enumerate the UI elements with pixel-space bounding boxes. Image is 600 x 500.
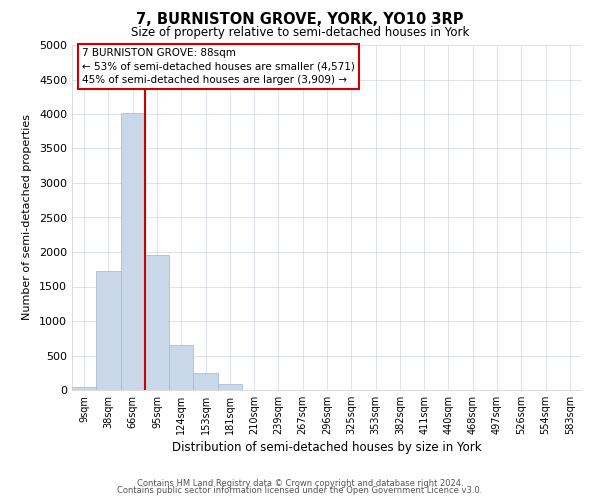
Bar — [145, 256, 169, 390]
Bar — [121, 112, 145, 390]
Bar — [193, 373, 218, 390]
Text: 7 BURNISTON GROVE: 88sqm
← 53% of semi-detached houses are smaller (4,571)
45% o: 7 BURNISTON GROVE: 88sqm ← 53% of semi-d… — [82, 48, 355, 85]
X-axis label: Distribution of semi-detached houses by size in York: Distribution of semi-detached houses by … — [172, 441, 482, 454]
Text: Contains HM Land Registry data © Crown copyright and database right 2024.: Contains HM Land Registry data © Crown c… — [137, 478, 463, 488]
Bar — [169, 345, 193, 390]
Text: Size of property relative to semi-detached houses in York: Size of property relative to semi-detach… — [131, 26, 469, 39]
Y-axis label: Number of semi-detached properties: Number of semi-detached properties — [22, 114, 32, 320]
Text: 7, BURNISTON GROVE, YORK, YO10 3RP: 7, BURNISTON GROVE, YORK, YO10 3RP — [136, 12, 464, 28]
Text: Contains public sector information licensed under the Open Government Licence v3: Contains public sector information licen… — [118, 486, 482, 495]
Bar — [218, 384, 242, 390]
Bar — [96, 270, 121, 390]
Bar — [72, 386, 96, 390]
